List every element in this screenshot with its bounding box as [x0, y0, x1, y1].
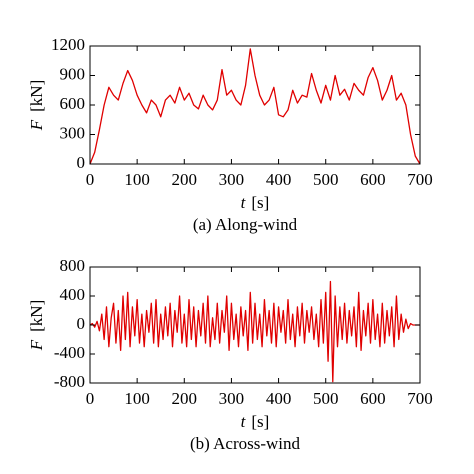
y-tick-label: 1200	[51, 35, 85, 54]
x-tick-label: 600	[360, 389, 386, 408]
y-tick-label: 800	[60, 256, 86, 275]
x-label-symbol: t	[241, 193, 247, 212]
x-tick-label: 0	[86, 389, 95, 408]
y-label-unit: [kN]	[27, 300, 46, 332]
x-tick-label: 200	[172, 389, 198, 408]
x-label-unit: [s]	[251, 193, 269, 212]
x-tick-label: 100	[124, 389, 150, 408]
plot-frame	[89, 266, 421, 384]
y-tick-label: 600	[60, 94, 86, 113]
y-tick-label: 900	[60, 64, 86, 83]
x-label: t [s]	[241, 193, 270, 212]
x-tick-label: 400	[266, 170, 292, 189]
x-tick-label: 300	[219, 389, 245, 408]
x-tick-label: 600	[360, 170, 386, 189]
data-line	[89, 280, 420, 383]
x-label: t [s]	[241, 412, 270, 431]
x-label-symbol: t	[241, 412, 247, 431]
y-tick-label: 0	[77, 153, 86, 172]
x-tick-label: 0	[86, 170, 95, 189]
x-label-unit: [s]	[251, 412, 269, 431]
y-label: F [kN]	[27, 300, 46, 352]
y-label-symbol: F	[27, 339, 46, 351]
y-label-symbol: F	[27, 119, 46, 131]
y-label-unit: [kN]	[27, 80, 46, 112]
caption: (b) Across-wind	[190, 434, 301, 453]
y-tick-label: 300	[60, 123, 86, 142]
y-tick-label: 400	[60, 285, 86, 304]
x-tick-label: 500	[313, 170, 339, 189]
x-tick-label: 400	[266, 389, 292, 408]
data-line	[89, 48, 421, 165]
x-tick-label: 200	[172, 170, 198, 189]
y-label: F [kN]	[27, 80, 46, 132]
x-tick-label: 100	[124, 170, 150, 189]
x-tick-label: 700	[407, 170, 433, 189]
caption: (a) Along-wind	[193, 215, 298, 234]
plot-frame	[89, 45, 421, 165]
x-tick-label: 500	[313, 389, 339, 408]
y-tick-label: -800	[54, 372, 85, 391]
y-tick-label: 0	[77, 314, 86, 333]
x-tick-label: 300	[219, 170, 245, 189]
y-tick-label: -400	[54, 343, 85, 362]
x-tick-label: 700	[407, 389, 433, 408]
